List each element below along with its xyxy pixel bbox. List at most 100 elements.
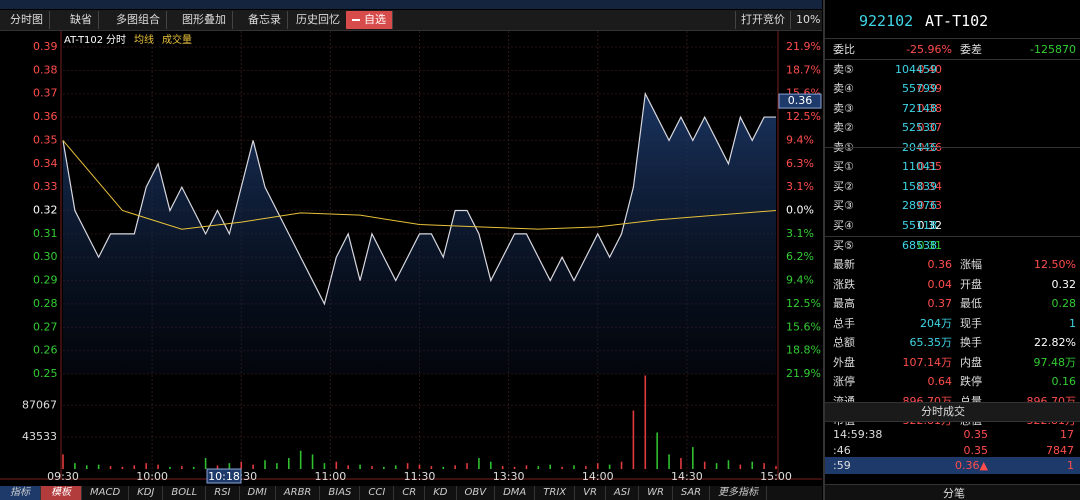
volume-bar bbox=[347, 465, 349, 469]
field-value: 204万 bbox=[920, 316, 952, 330]
x-tick-label: 14:00 bbox=[582, 470, 614, 483]
toolbar-button[interactable]: 缺省 bbox=[64, 11, 99, 29]
volume-bar bbox=[680, 458, 682, 469]
tab[interactable]: BOLL bbox=[163, 486, 207, 500]
field-value: 1 bbox=[1069, 316, 1076, 330]
field-value: -25.96% bbox=[906, 43, 952, 56]
y-tick-label: 0.35 bbox=[33, 133, 58, 146]
trade-time: :46 bbox=[833, 443, 851, 457]
toolbar-button[interactable]: 分时图 bbox=[4, 11, 50, 29]
field-value: 65.35万 bbox=[909, 336, 953, 350]
field-value: 0.64 bbox=[927, 375, 953, 389]
toolbar-button[interactable]: 自选 bbox=[346, 11, 393, 29]
y-pct-label: 21.9% bbox=[786, 367, 821, 380]
trade-time: 14:59:38 bbox=[833, 428, 883, 441]
legend-item: 分时 bbox=[106, 34, 126, 46]
volume-bar bbox=[264, 460, 266, 469]
tab[interactable]: 指标 bbox=[0, 486, 41, 500]
tab[interactable]: CCI bbox=[360, 486, 395, 500]
y-pct-label: 3.1% bbox=[786, 180, 814, 193]
tab[interactable]: ARBR bbox=[276, 486, 321, 500]
field-label: 外盘 bbox=[833, 355, 855, 369]
volume-bar bbox=[727, 460, 730, 469]
volume-bar bbox=[109, 466, 112, 469]
volume-bar bbox=[276, 463, 278, 469]
field-value: 0.16 bbox=[1051, 375, 1077, 389]
volume-bar bbox=[335, 461, 338, 469]
y-pct-label: 18.8% bbox=[786, 344, 821, 357]
book-label: 卖④ bbox=[833, 82, 854, 96]
top-strip bbox=[0, 0, 822, 9]
y-pct-label: 6.3% bbox=[786, 157, 814, 170]
volume-tick-label: 43533 bbox=[22, 430, 57, 443]
volume-bar bbox=[240, 461, 243, 469]
x-tick-label: 14:30 bbox=[671, 470, 703, 483]
tab[interactable]: RSI bbox=[206, 486, 240, 500]
volume-bar bbox=[216, 465, 219, 469]
tab[interactable]: WR bbox=[639, 486, 673, 500]
volume-bar bbox=[513, 466, 516, 469]
y-tick-label: 0.34 bbox=[33, 157, 58, 170]
tab[interactable]: VR bbox=[575, 486, 606, 500]
volume-bar bbox=[371, 466, 373, 469]
tab[interactable]: MACD bbox=[82, 486, 130, 500]
field-label: 现手 bbox=[960, 316, 982, 330]
tab[interactable]: BIAS bbox=[320, 486, 361, 500]
book-price: 0.38 bbox=[917, 101, 943, 115]
book-label: 买① bbox=[833, 160, 854, 174]
toolbar-button[interactable]: 历史回忆 bbox=[290, 11, 347, 29]
field-label: 最高 bbox=[833, 297, 855, 311]
cursor-box bbox=[206, 468, 242, 484]
volume-bar bbox=[418, 464, 421, 469]
field-label: 涨停 bbox=[833, 375, 855, 389]
y-tick-label: 0.37 bbox=[33, 87, 58, 100]
field-value: 0.04 bbox=[927, 277, 953, 291]
tab[interactable]: 模板 bbox=[41, 486, 82, 500]
tab[interactable]: DMI bbox=[240, 486, 276, 500]
x-tick-label: 13:30 bbox=[493, 470, 525, 483]
tab[interactable]: CR bbox=[394, 486, 426, 500]
toolbar-button[interactable]: 打开竞价 bbox=[735, 11, 790, 29]
legend-item: 成交量 bbox=[162, 33, 192, 46]
toolbar-button[interactable]: 备忘录 bbox=[242, 11, 288, 29]
volume-bar bbox=[644, 375, 647, 469]
price-tag-box bbox=[778, 93, 822, 109]
volume-bar bbox=[121, 466, 124, 469]
y-tick-label: 0.32 bbox=[33, 204, 58, 217]
x-tick-label: 15:00 bbox=[760, 470, 792, 483]
book-price: 0.32 bbox=[917, 218, 943, 232]
volume-bar bbox=[596, 463, 599, 469]
tab[interactable]: TRIX bbox=[535, 486, 576, 500]
volume-bar bbox=[466, 463, 468, 469]
field-value: 107.14万 bbox=[902, 355, 953, 369]
tab[interactable]: ASI bbox=[606, 486, 640, 500]
tab[interactable]: DMA bbox=[495, 486, 536, 500]
separator bbox=[825, 59, 1080, 60]
tab[interactable]: 更多指标 bbox=[710, 486, 768, 500]
separator bbox=[825, 236, 1080, 237]
toolbar-button[interactable]: 图形叠加 bbox=[176, 11, 233, 29]
y-pct-label: 12.5% bbox=[786, 110, 821, 123]
field-value: 0.32 bbox=[1051, 277, 1077, 291]
y-pct-label: 9.4% bbox=[786, 274, 814, 287]
volume-bar bbox=[525, 465, 528, 469]
book-volume: 15839 bbox=[902, 179, 937, 193]
volume-bar bbox=[668, 454, 670, 469]
toolbar-button[interactable]: 10% bbox=[790, 11, 825, 29]
volume-bar bbox=[192, 466, 195, 469]
book-volume: 11041 bbox=[902, 160, 937, 174]
separator bbox=[825, 38, 1080, 39]
footer-bar bbox=[825, 484, 1080, 500]
field-label: 委比 bbox=[833, 43, 855, 56]
volume-bar bbox=[228, 463, 231, 469]
tab[interactable]: OBV bbox=[457, 486, 496, 500]
tab[interactable]: SAR bbox=[673, 486, 711, 500]
y-tick-label: 0.33 bbox=[33, 180, 58, 193]
field-value: 0.37 bbox=[927, 297, 953, 311]
tab[interactable]: KDJ bbox=[129, 486, 164, 500]
tab[interactable]: KD bbox=[425, 486, 457, 500]
y-pct-label: 15.6% bbox=[786, 320, 821, 333]
book-volume: 55799 bbox=[902, 82, 937, 96]
stock-name: AT-T102 bbox=[925, 12, 989, 30]
toolbar-button[interactable]: 多图组合 bbox=[110, 11, 167, 29]
